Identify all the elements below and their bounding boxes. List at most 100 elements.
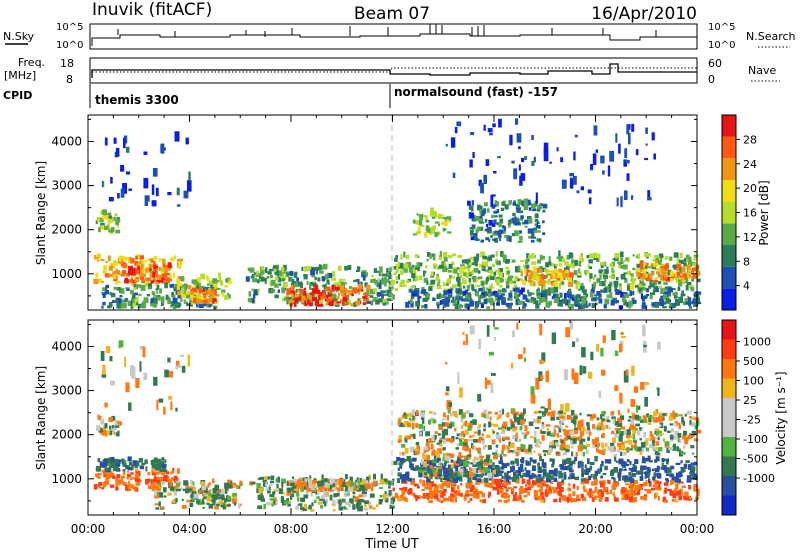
data-cell <box>430 211 436 217</box>
cpid-panel: CPID themis 3300 normalsound (fast) -157 <box>3 84 558 108</box>
data-cell <box>561 479 565 484</box>
data-cell <box>440 476 444 479</box>
data-cell <box>513 449 517 453</box>
data-cell <box>403 420 409 425</box>
data-cell <box>160 461 164 464</box>
data-cell <box>598 390 602 398</box>
data-cell <box>265 476 271 480</box>
data-cell <box>617 261 622 264</box>
data-cell <box>515 267 520 273</box>
data-cell <box>325 286 331 292</box>
data-cell <box>600 414 603 419</box>
data-cell <box>603 274 608 280</box>
data-cell <box>544 289 548 292</box>
data-cell <box>669 278 674 282</box>
data-cell <box>424 304 428 309</box>
data-cell <box>601 451 605 455</box>
data-cell <box>537 470 542 473</box>
data-cell <box>305 491 309 497</box>
data-cell <box>527 216 532 220</box>
data-cell <box>495 201 499 207</box>
data-cell <box>214 294 219 297</box>
data-cell <box>489 297 494 303</box>
data-cell <box>455 465 459 472</box>
data-cell <box>670 465 675 470</box>
data-cell <box>491 263 495 267</box>
data-cell <box>588 488 593 492</box>
data-cell <box>651 440 655 447</box>
data-cell <box>487 462 493 465</box>
data-cell <box>473 236 478 240</box>
data-cell <box>577 424 581 431</box>
data-cell <box>570 409 575 416</box>
data-cell <box>416 262 420 267</box>
data-cell <box>458 409 463 415</box>
data-cell <box>558 268 563 273</box>
data-cell <box>150 269 156 273</box>
data-cell <box>442 227 447 231</box>
data-cell <box>613 455 617 462</box>
data-cell <box>514 230 518 234</box>
y-tick-label: 2000 <box>51 428 82 442</box>
data-cell <box>415 451 420 455</box>
data-cell <box>415 220 421 225</box>
data-cell <box>545 484 549 490</box>
data-cell <box>556 256 560 259</box>
data-cell <box>163 487 167 493</box>
data-cell <box>116 474 121 479</box>
data-cell <box>419 479 422 484</box>
data-cell <box>626 459 630 463</box>
data-cell <box>500 431 506 434</box>
data-cell <box>502 436 507 440</box>
data-cell <box>101 305 104 309</box>
data-cell <box>417 226 421 232</box>
data-cell <box>657 341 661 350</box>
data-cell <box>448 464 453 470</box>
data-cell <box>286 300 289 305</box>
data-cell <box>253 290 259 296</box>
data-cell <box>209 296 215 302</box>
data-cell <box>270 289 274 292</box>
data-cell <box>204 496 208 499</box>
data-cell <box>117 481 121 486</box>
data-cell <box>167 262 172 268</box>
data-cell <box>524 155 528 161</box>
data-cell <box>174 479 178 484</box>
data-cell <box>444 296 447 302</box>
data-cell <box>119 459 123 462</box>
data-cell <box>469 493 474 497</box>
data-cell <box>509 134 513 146</box>
data-cell <box>624 278 628 283</box>
data-cell <box>507 302 510 308</box>
data-cell <box>149 266 152 272</box>
data-cell <box>551 282 555 287</box>
data-cell <box>658 447 663 450</box>
data-cell <box>628 426 632 431</box>
data-cell <box>677 482 681 485</box>
colorbar-segment <box>722 223 736 245</box>
data-cell <box>642 295 648 299</box>
data-cell <box>669 292 672 297</box>
data-cell <box>488 269 494 274</box>
colorbar-segment <box>722 288 736 310</box>
data-cell <box>644 396 648 407</box>
data-cell <box>268 486 271 491</box>
data-cell <box>693 304 698 307</box>
data-cell <box>520 412 525 416</box>
data-cell <box>134 473 139 479</box>
data-cell <box>629 435 634 438</box>
data-cell <box>418 424 424 429</box>
data-cell <box>659 474 662 479</box>
data-cell <box>225 486 230 489</box>
data-cell <box>464 469 468 474</box>
data-cell <box>683 262 687 267</box>
data-cell <box>659 277 665 281</box>
data-cell <box>154 495 160 499</box>
data-cell <box>527 280 533 283</box>
data-cell <box>144 260 147 263</box>
data-cell <box>169 371 173 378</box>
data-cell <box>652 476 656 481</box>
data-cell <box>559 415 565 419</box>
